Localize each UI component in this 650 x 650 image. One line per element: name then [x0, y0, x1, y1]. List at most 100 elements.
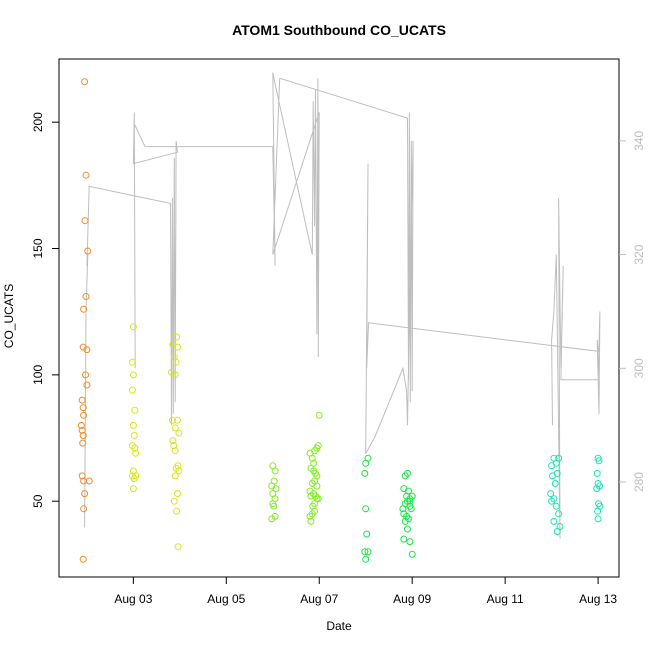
data-point-yellow [129, 421, 137, 429]
data-point-cyan [556, 523, 564, 530]
data-point-yellow [131, 444, 139, 452]
data-point-yellow [174, 343, 181, 351]
plot-frame [58, 58, 620, 578]
data-point-yellow [170, 442, 178, 450]
data-point-green [364, 454, 372, 462]
data-point-orange [81, 217, 89, 225]
data-point-orange [78, 396, 86, 404]
data-point-yellow [169, 437, 177, 445]
data-point-green [362, 505, 370, 513]
data-point-yellow [173, 507, 181, 515]
data-point-cyan [553, 469, 561, 477]
data-point-orange [81, 78, 89, 86]
data-point-green [406, 497, 414, 505]
data-point-yellow [130, 475, 138, 482]
y-tick-label: 150 [31, 238, 45, 258]
y-axis-label: CO_UCATS [2, 284, 16, 348]
data-point-lime [307, 517, 315, 525]
data-point-green [401, 517, 409, 525]
data-point-lime [306, 512, 314, 520]
data-point-yellow [129, 323, 137, 331]
data-point-yellow [129, 371, 137, 379]
data-point-orange [79, 439, 87, 447]
data-point-green [399, 505, 407, 513]
chart-title: ATOM1 Southbound CO_UCATS [232, 22, 446, 38]
y2-tick-label: 320 [632, 244, 646, 264]
data-point-cyan [593, 485, 601, 493]
data-point-cyan [593, 469, 601, 477]
data-point-green [408, 550, 416, 558]
data-point-lime [313, 482, 321, 490]
data-point-yellow [174, 416, 181, 424]
data-point-lime [314, 442, 322, 450]
data-point-orange [77, 421, 85, 429]
data-point-green [404, 469, 411, 477]
data-point-lime [315, 411, 323, 419]
data-point-cyan [550, 517, 558, 525]
x-tick-label: Aug 13 [579, 592, 617, 606]
data-point-orange [79, 404, 87, 412]
data-point-yellow [129, 485, 137, 493]
data-point-orange [85, 477, 93, 485]
data-point-yellow [170, 497, 178, 505]
data-point-cyan [594, 507, 602, 515]
data-point-orange [81, 490, 89, 498]
data-point-orange [79, 555, 87, 563]
data-point-orange [82, 371, 89, 379]
data-point-orange [83, 346, 91, 354]
y2-tick-label: 280 [632, 472, 646, 492]
data-point-yellow [130, 432, 138, 439]
x-tick-label: Aug 05 [207, 592, 245, 606]
data-point-green [406, 538, 414, 546]
data-point-green [361, 548, 369, 556]
y-tick-label: 50 [31, 494, 45, 508]
x-axis-label: Date [326, 619, 352, 633]
data-point-orange [78, 426, 86, 434]
y2-tick-label: 340 [632, 131, 646, 151]
data-point-green [364, 548, 372, 556]
data-point-yellow [128, 358, 136, 366]
scatter-points-layer [77, 78, 604, 563]
x-tick-label: Aug 11 [487, 592, 524, 606]
data-point-cyan [547, 490, 555, 498]
data-point-yellow [171, 447, 179, 455]
line-series-layer [84, 72, 601, 539]
data-point-green [363, 530, 371, 538]
data-point-lime [311, 447, 319, 455]
data-point-yellow [173, 333, 181, 341]
data-point-yellow [131, 406, 139, 414]
data-point-orange [82, 293, 90, 300]
data-point-orange [79, 432, 87, 439]
data-point-yellow [174, 543, 182, 551]
axes-layer: Aug 03 Aug 05 Aug 07 Aug 09 Aug 11 Aug 13 50 10… [31, 112, 646, 606]
data-point-cyan [552, 502, 560, 510]
data-point-orange [80, 411, 88, 419]
data-point-lime [272, 485, 280, 493]
data-point-green [361, 469, 369, 477]
data-point-cyan [548, 497, 556, 505]
data-point-cyan [555, 454, 563, 462]
data-point-lime [271, 512, 279, 520]
right-axis-series-line [84, 72, 601, 539]
y-tick-label: 100 [31, 365, 45, 385]
data-point-yellow [172, 358, 180, 366]
data-point-yellow [175, 429, 183, 437]
y2-tick-label: 300 [632, 358, 646, 378]
data-point-lime [308, 454, 316, 462]
x-tick-label: Aug 09 [393, 592, 431, 606]
data-point-lime [271, 467, 279, 475]
data-point-yellow [132, 449, 140, 457]
data-point-green [407, 505, 415, 513]
data-point-yellow [171, 424, 179, 432]
data-point-green [362, 555, 370, 563]
data-point-cyan [551, 480, 559, 487]
data-point-green [404, 525, 411, 533]
data-point-yellow [175, 467, 183, 475]
data-point-yellow [171, 371, 179, 379]
data-point-orange [80, 305, 88, 313]
y-tick-label: 200 [31, 112, 45, 132]
data-point-orange [83, 381, 91, 389]
data-point-cyan [555, 510, 563, 518]
data-point-orange [84, 247, 92, 255]
